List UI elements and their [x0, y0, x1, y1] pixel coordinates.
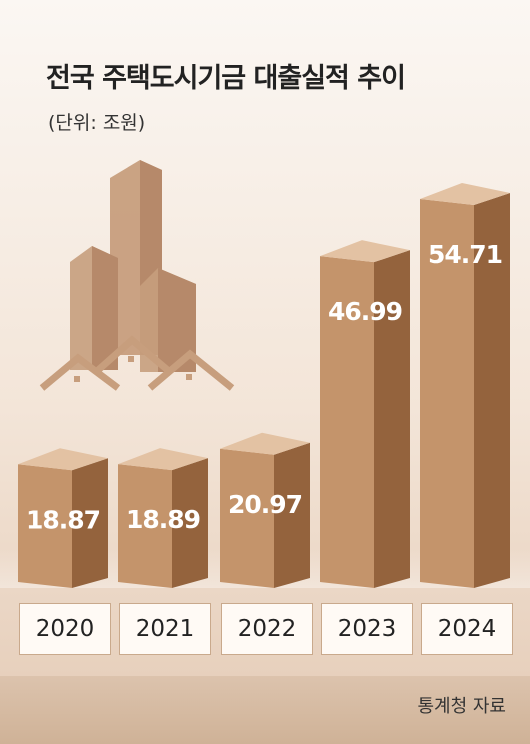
bar-front	[420, 199, 474, 588]
bar-2021: 18.89	[118, 448, 208, 588]
category-label: 2023	[321, 603, 413, 655]
bar-top	[320, 240, 410, 263]
category-label: 2020	[19, 603, 111, 655]
footer-band	[0, 676, 530, 744]
bar-value-label: 18.89	[126, 505, 200, 534]
bar-front	[18, 464, 72, 588]
bar-2023: 46.99	[320, 240, 410, 588]
bar-2024: 54.71	[420, 183, 510, 588]
bar-value-label: 54.71	[428, 240, 502, 269]
bar-front	[118, 464, 172, 588]
bar-2022: 20.97	[220, 432, 310, 588]
bar-top	[18, 448, 108, 471]
bar-side	[274, 442, 310, 588]
bars-group: 18.87 18.89 20.97 46.99 54.71	[18, 183, 510, 588]
category-label: 2024	[421, 603, 513, 655]
bar-side	[172, 458, 208, 588]
source-note: 통계청 자료	[417, 696, 506, 717]
bar-front	[220, 448, 274, 588]
buildings-illustration	[39, 160, 235, 391]
bar-side	[474, 193, 510, 588]
bar-top	[220, 432, 310, 455]
bar-chart: 18.87 18.89 20.97 46.99 54.71	[18, 160, 510, 588]
unit-label: (단위: 조원)	[48, 112, 146, 134]
bar-front	[320, 256, 374, 588]
bar-value-label: 46.99	[328, 297, 402, 326]
category-label: 2022	[221, 603, 313, 655]
chart-title: 전국 주택도시기금 대출실적 추이	[46, 63, 406, 94]
bar-side	[374, 250, 410, 588]
bar-value-label: 20.97	[228, 490, 302, 519]
bar-top	[420, 183, 510, 205]
bar-side	[72, 458, 108, 588]
category-label: 2021	[119, 603, 211, 655]
bar-value-label: 18.87	[26, 505, 100, 534]
bar-2020: 18.87	[18, 448, 108, 588]
bar-top	[118, 448, 208, 471]
